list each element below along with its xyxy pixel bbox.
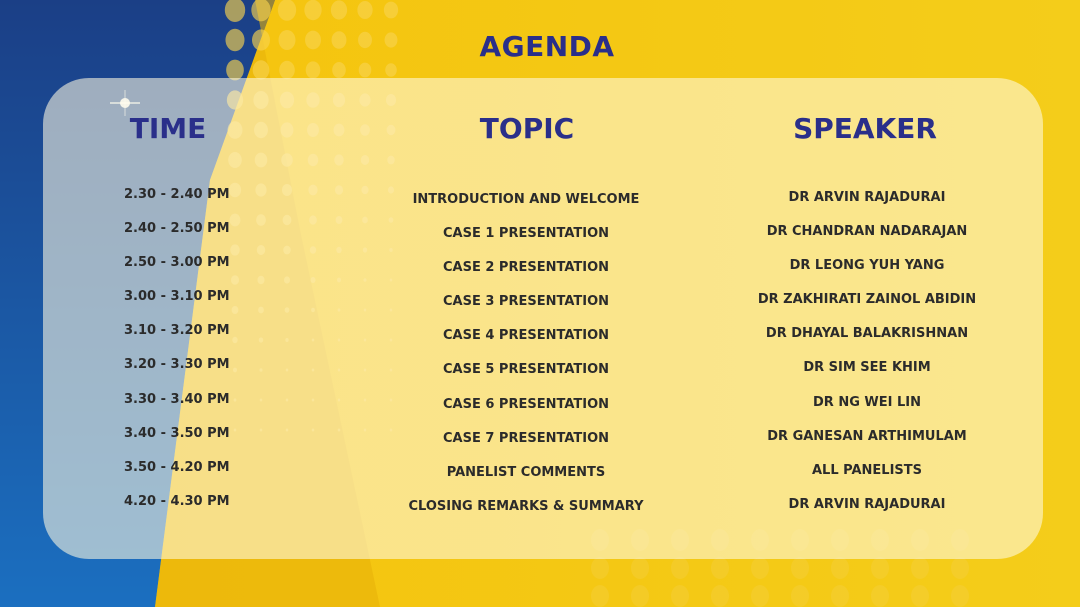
agenda-row: 2.50 - 3.00 PM CASE 2 PRESENTATION DR LE… [0,255,1080,289]
topic-cell: CASE 4 PRESENTATION [442,328,610,344]
agenda-row: 3.10 - 3.20 PM CASE 4 PRESENTATION DR DH… [0,323,1080,357]
time-cell: 3.50 - 4.20 PM [124,459,230,475]
time-cell: 3.40 - 3.50 PM [124,425,230,441]
speaker-cell: DR GANESAN ARTHIMULAM [767,428,967,444]
speaker-cell: DR CHANDRAN NADARAJAN [766,224,968,240]
topic-cell: CASE 6 PRESENTATION [442,396,610,412]
time-cell: 3.30 - 3.40 PM [124,391,230,407]
agenda-panel [43,78,1043,559]
topic-cell: CASE 2 PRESENTATION [442,260,610,276]
agenda-row: 3.40 - 3.50 PM CASE 7 PRESENTATION DR GA… [0,426,1080,460]
agenda-row: 2.40 - 2.50 PM CASE 1 PRESENTATION DR CH… [0,221,1080,255]
agenda-row: 4.20 - 4.30 PM CLOSING REMARKS & SUMMARY… [0,494,1080,528]
speaker-cell: DR ZAKHIRATI ZAINOL ABIDIN [757,292,977,308]
topic-cell: PANELIST COMMENTS [446,464,606,480]
column-header-topic: TOPIC [479,112,575,145]
column-header-time: TIME [129,112,207,145]
time-cell: 2.30 - 2.40 PM [124,187,230,202]
speaker-cell: DR LEONG YUH YANG [789,258,945,274]
topic-cell: CASE 1 PRESENTATION [442,226,610,242]
speaker-cell: DR NG WEI LIN [813,394,921,410]
topic-cell: CASE 7 PRESENTATION [442,430,610,446]
speaker-cell: DR ARVIN RAJADURAI [788,496,946,512]
topic-cell: CLOSING REMARKS & SUMMARY [408,498,644,514]
topic-cell: INTRODUCTION AND WELCOME [412,192,640,207]
time-cell: 3.00 - 3.10 PM [124,289,230,305]
time-cell: 3.20 - 3.30 PM [124,357,230,373]
topic-cell: CASE 3 PRESENTATION [442,294,610,310]
agenda-row: 3.20 - 3.30 PM CASE 5 PRESENTATION DR SI… [0,357,1080,391]
speaker-cell: DR SIM SEE KHIM [803,360,931,376]
agenda-row: 3.30 - 3.40 PM CASE 6 PRESENTATION DR NG… [0,392,1080,426]
speaker-cell: DR DHAYAL BALAKRISHNAN [765,326,969,342]
speaker-cell: DR ARVIN RAJADURAI [788,190,946,205]
time-cell: 3.10 - 3.20 PM [124,323,230,339]
column-header-speaker: SPEAKER [793,112,937,145]
agenda-row: 3.00 - 3.10 PM CASE 3 PRESENTATION DR ZA… [0,289,1080,323]
topic-cell: CASE 5 PRESENTATION [442,362,610,378]
page-title: AGENDA [479,30,615,63]
agenda-row: 2.30 - 2.40 PM INTRODUCTION AND WELCOME … [0,187,1080,221]
time-cell: 4.20 - 4.30 PM [124,493,230,509]
time-cell: 2.40 - 2.50 PM [124,221,230,237]
agenda-row: 3.50 - 4.20 PM PANELIST COMMENTS ALL PAN… [0,460,1080,494]
time-cell: 2.50 - 3.00 PM [124,255,230,271]
speaker-cell: ALL PANELISTS [811,462,923,478]
agenda-table: 2.30 - 2.40 PM INTRODUCTION AND WELCOME … [0,187,1080,528]
